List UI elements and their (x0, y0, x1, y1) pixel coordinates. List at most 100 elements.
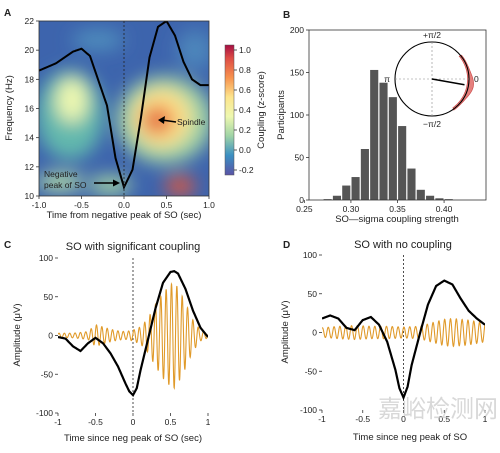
heatmap-field (39, 30, 209, 196)
y-tick-label: 150 (290, 68, 304, 78)
y-tick-label: -50 (305, 366, 318, 376)
colorbar: -0.2 0.0 0.2 0.4 0.6 0.8 1.0 Coupling (z-score… (224, 44, 267, 176)
histogram-bar (360, 149, 369, 200)
x-axis-label-b: SO—sigma coupling strength (335, 214, 459, 225)
mean-phase-vector (431, 78, 465, 86)
x-tick-label: 0.5 (165, 417, 177, 427)
y-tick-label: 18 (25, 74, 35, 84)
x-tick-label: 0.40 (436, 204, 453, 214)
polar-label-pi: π (384, 74, 390, 84)
y-tick-label: 0 (299, 195, 304, 205)
annotation-negative: Negative (44, 169, 78, 179)
panel-d-line: SO with no coupling -1 -0.5 0 0.5 1 -100 -50 0 5… (280, 239, 488, 443)
histogram-bar (435, 198, 444, 200)
so-waveform-d (322, 279, 485, 401)
colorbar-tick-label: 0.0 (239, 145, 251, 155)
so-waveform-overlay (39, 21, 209, 191)
axes-a: -1.0 -0.5 0.0 0.5 1.0 10 12 14 16 18 20 22 (25, 16, 216, 210)
histogram-bar (426, 195, 435, 200)
polar-label-zero: 0 (474, 74, 479, 84)
x-tick-label: -0.5 (88, 417, 103, 427)
x-tick-label: 0.5 (161, 200, 173, 210)
y-axis-label-a: Frequency (Hz) (4, 75, 15, 140)
panel-letter-a: A (4, 8, 11, 19)
y-tick-label: 22 (25, 16, 35, 26)
colorbar-tick-label: 1.0 (239, 45, 251, 55)
y-tick-label: 100 (290, 110, 304, 120)
y-tick-label: -100 (36, 408, 53, 418)
y-tick-label: 16 (25, 104, 35, 114)
y-tick-label: 50 (308, 289, 318, 299)
x-tick-label: 1 (483, 414, 488, 424)
x-tick-label: -1 (318, 414, 326, 424)
x-tick-label: 1.0 (203, 200, 215, 210)
colorbar-tick-label: 0.6 (239, 85, 251, 95)
y-tick-label: 50 (44, 292, 54, 302)
polar-label-plus-pi-2: +π/2 (423, 30, 441, 40)
sigma-band-trace-c (58, 282, 208, 390)
histogram-bar (323, 199, 332, 200)
annotation-spindle: Spindle (177, 117, 206, 127)
sigma-band-trace-d (322, 317, 485, 348)
y-tick-label: 0 (48, 331, 53, 341)
negative-peak-arrowhead (113, 179, 120, 187)
x-tick-label: -0.5 (355, 414, 370, 424)
axes-d: -1 -0.5 0 0.5 1 -100 -50 0 50 100 (300, 250, 488, 424)
plot-frame-b (308, 29, 487, 201)
y-tick-label: -50 (41, 369, 54, 379)
histogram-bar (342, 185, 351, 200)
x-tick-label: 0.25 (296, 204, 313, 214)
histogram-bar (370, 69, 379, 200)
y-tick-label: 100 (303, 250, 317, 260)
x-tick-label: 0 (131, 417, 136, 427)
panel-b-histogram: 0.25 0.30 0.35 0.40 0 50 100 150 200 SO—sigma co… (276, 25, 487, 225)
x-tick-label: 1 (206, 417, 211, 427)
colorbar-ticks: -0.2 0.0 0.2 0.4 0.6 0.8 1.0 (234, 45, 254, 175)
y-axis-label-d: Amplitude (μV) (280, 300, 291, 363)
axes-b: 0.25 0.30 0.35 0.40 0 50 100 150 200 (290, 25, 453, 214)
histogram-bar (379, 82, 388, 200)
polar-label-minus-pi-2: −π/2 (423, 119, 441, 129)
histogram-bar (332, 195, 342, 200)
x-tick-label: -1 (54, 417, 62, 427)
panel-letter-c: C (4, 240, 11, 251)
watermark: 嘉峪检测网 (378, 396, 498, 423)
colorbar-tick-label: 0.8 (239, 65, 251, 75)
x-tick-label: 0 (401, 414, 406, 424)
y-tick-label: 50 (295, 153, 305, 163)
histogram-bar (407, 168, 416, 200)
x-tick-label: 0.35 (389, 204, 406, 214)
y-tick-label: 0 (312, 328, 317, 338)
x-tick-label: 0.0 (118, 200, 130, 210)
x-tick-label: 0.5 (438, 414, 450, 424)
y-axis-label-c: Amplitude (μV) (12, 303, 23, 366)
histogram-bar (444, 199, 453, 200)
so-waveform-c (58, 270, 208, 398)
spindle-arrowhead (158, 116, 165, 124)
histogram-bars (323, 69, 453, 200)
y-tick-label: 200 (290, 25, 304, 35)
y-tick-label: 100 (39, 253, 53, 263)
x-axis-label-d: Time since neg peak of SO (353, 432, 467, 443)
colorbar-gradient (224, 44, 235, 176)
histogram-bar (351, 177, 360, 200)
colorbar-label: Coupling (z-score) (256, 71, 267, 149)
annotation-peak-of-so: peak of SO (44, 180, 87, 190)
axes-c: -1 -0.5 0 0.5 1 -100 -50 0 50 100 (36, 253, 211, 427)
y-tick-label: 12 (25, 162, 35, 172)
colorbar-tick-label: 0.4 (239, 105, 251, 115)
y-tick-label: 20 (25, 45, 35, 55)
y-tick-label: -100 (300, 405, 317, 415)
x-axis-label-c: Time since neg peak of SO (sec) (64, 433, 202, 444)
title-d: SO with no coupling (354, 239, 452, 251)
x-tick-label: -0.5 (74, 200, 89, 210)
colorbar-tick-label: -0.2 (239, 165, 254, 175)
panel-c-line: SO with significant coupling -1 -0.5 0 0.5 1… (12, 241, 211, 444)
polar-inset: +π/2 −π/2 π 0 (384, 30, 479, 129)
x-axis-label-a: Time from negative peak of SO (sec) (47, 210, 202, 221)
title-c: SO with significant coupling (66, 241, 201, 253)
x-tick-label: -1.0 (32, 200, 47, 210)
panel-letter-b: B (283, 10, 290, 21)
